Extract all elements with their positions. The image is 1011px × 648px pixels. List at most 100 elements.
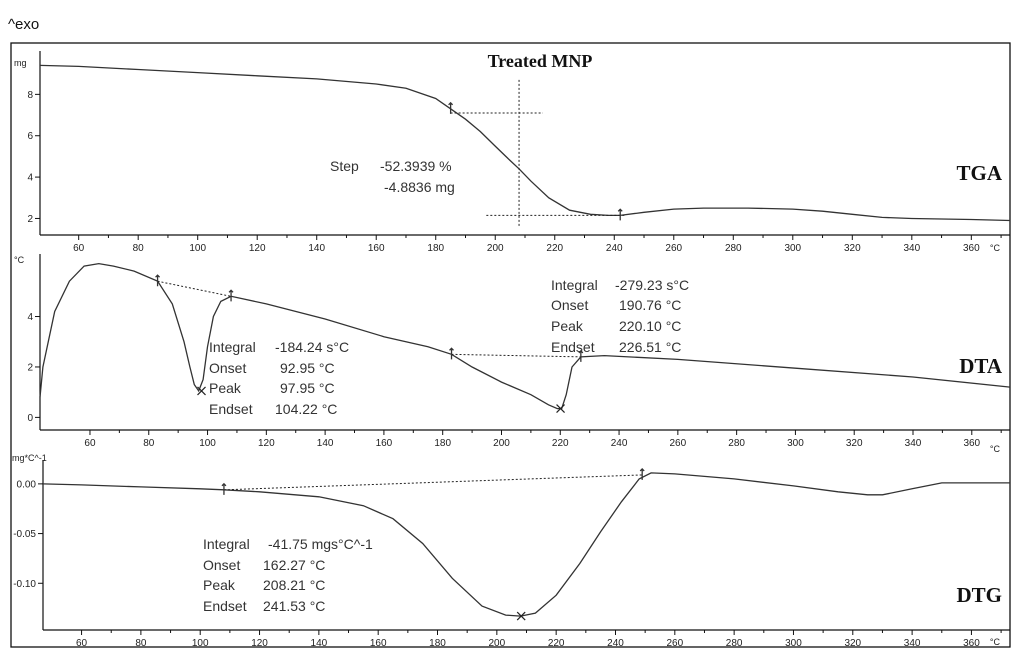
dta-peak1-end-marker xyxy=(228,289,234,302)
dtg-endset-label: Endset xyxy=(203,598,247,614)
dta-y-tick-label: 0 xyxy=(27,413,33,424)
dtg-peak-baseline xyxy=(223,474,643,491)
dta-peak1-endset-label: Endset xyxy=(209,401,253,417)
dtg-x-unit: °C xyxy=(990,637,1001,647)
dtg-onset-value: 162.27 °C xyxy=(263,557,325,573)
dta-peak1-integral-label: Integral xyxy=(209,339,256,355)
dtg-curve xyxy=(42,472,1010,617)
dta-peak1-onset-label: Onset xyxy=(209,360,246,376)
tga-step-label: Step xyxy=(330,158,359,174)
tga-y-tick-label: 4 xyxy=(27,173,33,184)
dtg-integral-value: -41.75 mgs°C^-1 xyxy=(268,536,373,552)
dta-peak2-onset-value: 190.76 °C xyxy=(619,297,681,313)
dta-x-tick-label: 220 xyxy=(552,438,569,449)
tga-x-tick-label: 300 xyxy=(784,243,801,254)
dtg-x-tick-label: 180 xyxy=(429,638,446,648)
tga-x-tick-label: 60 xyxy=(73,243,85,254)
dta-peak1-onset-value: 92.95 °C xyxy=(280,360,335,376)
dtg-onset-label: Onset xyxy=(203,557,240,573)
dtg-x-tick-label: 100 xyxy=(192,638,209,648)
dtg-y-tick-label: 0.00 xyxy=(17,479,37,490)
tga-x-tick-label: 220 xyxy=(546,243,563,254)
dta-peak1-start-marker xyxy=(155,274,161,287)
tga-y-tick-label: 6 xyxy=(27,131,33,142)
dta-peak1-baseline xyxy=(157,280,232,297)
dtg-x-tick-label: 240 xyxy=(607,638,624,648)
dta-panel-label: DTA xyxy=(959,354,1003,378)
dta-x-tick-label: 320 xyxy=(846,438,863,449)
tga-curve xyxy=(39,64,1011,222)
tga-panel-label: TGA xyxy=(956,161,1002,185)
dtg-peak-end-marker xyxy=(639,468,645,480)
dtg-x-tick-label: 280 xyxy=(726,638,743,648)
dta-peak1-peak-label: Peak xyxy=(209,380,242,396)
tga-x-tick-label: 80 xyxy=(133,243,145,254)
tga-x-tick-label: 120 xyxy=(249,243,266,254)
dtg-x-tick-label: 360 xyxy=(963,638,980,648)
figure-title: Treated MNP xyxy=(488,51,593,71)
dta-peak2-end-marker xyxy=(578,349,584,362)
tga-y-tick-label: 2 xyxy=(27,214,33,225)
dta-y-unit: °C xyxy=(14,255,25,265)
dtg-panel-label: DTG xyxy=(956,583,1002,607)
tga-x-tick-label: 240 xyxy=(606,243,623,254)
dta-peak2-peak-label: Peak xyxy=(551,318,584,334)
dta-peak2-baseline xyxy=(451,353,581,358)
dta-peak2-onset-label: Onset xyxy=(551,297,588,313)
exo-direction-label: ^exo xyxy=(8,16,39,33)
dtg-x-tick-label: 260 xyxy=(666,638,683,648)
dta-x-tick-label: 360 xyxy=(963,438,980,449)
dta-x-tick-label: 80 xyxy=(143,438,155,449)
dtg-x-tick-label: 120 xyxy=(251,638,268,648)
dta-peak1-endset-value: 104.22 °C xyxy=(275,401,337,417)
dta-peak2-start-marker xyxy=(449,347,454,360)
dtg-peak-minimum-mark xyxy=(516,611,526,621)
dtg-y-unit: mg*C^-1 xyxy=(12,453,47,463)
tga-y-unit: mg xyxy=(14,58,27,68)
dtg-endset-value: 241.53 °C xyxy=(263,598,325,614)
dta-x-tick-label: 200 xyxy=(493,438,510,449)
tga-x-unit: °C xyxy=(990,243,1001,253)
tga-step-start-marker xyxy=(448,101,454,114)
tga-x-tick-label: 160 xyxy=(368,243,385,254)
tga-step-percent: -52.3939 % xyxy=(380,158,452,174)
dtg-x-tick-label: 140 xyxy=(311,638,328,648)
dta-x-tick-label: 60 xyxy=(84,438,96,449)
dta-x-tick-label: 300 xyxy=(787,438,804,449)
dta-x-tick-label: 160 xyxy=(376,438,393,449)
dta-peak2-peak-value: 220.10 °C xyxy=(619,318,681,334)
dta-peak1-integral-value: -184.24 s°C xyxy=(275,339,349,355)
dtg-peak-value: 208.21 °C xyxy=(263,577,325,593)
dtg-x-tick-label: 340 xyxy=(904,638,921,648)
dta-peak2-endset-label: Endset xyxy=(551,339,595,355)
dta-peak2-integral-value: -279.23 s°C xyxy=(615,277,689,293)
dtg-x-tick-label: 300 xyxy=(785,638,802,648)
dta-x-tick-label: 120 xyxy=(258,438,275,449)
dta-x-tick-label: 100 xyxy=(199,438,216,449)
tga-y-tick-label: 8 xyxy=(27,90,33,101)
dta-peak2-annotation: Integral -279.23 s°C Onset 190.76 °C Pea… xyxy=(551,277,689,355)
dta-x-tick-label: 340 xyxy=(905,438,922,449)
dta-x-tick-label: 180 xyxy=(434,438,451,449)
tga-x-tick-label: 280 xyxy=(725,243,742,254)
dta-peak2-endset-value: 226.51 °C xyxy=(619,339,681,355)
tga-x-tick-label: 140 xyxy=(308,243,325,254)
dtg-y-tick-label: -0.10 xyxy=(13,579,36,590)
dta-peak1-minimum-mark xyxy=(197,386,206,396)
dta-peak1-peak-value: 97.95 °C xyxy=(280,380,335,396)
tga-x-tick-label: 100 xyxy=(189,243,206,254)
dtg-x-tick-label: 80 xyxy=(135,638,147,648)
dta-x-unit: °C xyxy=(990,444,1001,454)
tga-x-tick-label: 180 xyxy=(427,243,444,254)
dta-peak1-annotation: Integral -184.24 s°C Onset 92.95 °C Peak… xyxy=(209,339,349,417)
dta-panel: °C °C DTA Integral -184.24 s°C Onset 92.… xyxy=(14,254,1011,454)
dtg-x-tick-label: 60 xyxy=(76,638,88,648)
dtg-x-tick-label: 220 xyxy=(548,638,565,648)
tga-step-mg: -4.8836 mg xyxy=(384,179,455,195)
dtg-integral-label: Integral xyxy=(203,536,250,552)
dta-x-tick-label: 260 xyxy=(670,438,687,449)
dtg-peak-label: Peak xyxy=(203,577,236,593)
dtg-peak-annotation: Integral -41.75 mgs°C^-1 Onset 162.27 °C… xyxy=(203,536,373,614)
tga-x-tick-label: 200 xyxy=(487,243,504,254)
